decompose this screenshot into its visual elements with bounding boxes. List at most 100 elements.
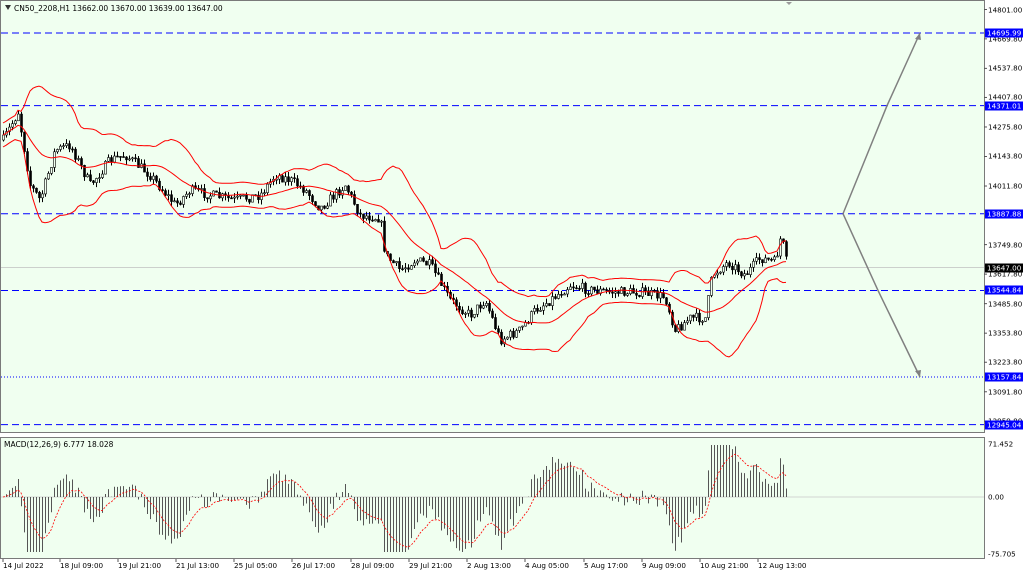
candle-body xyxy=(428,259,431,266)
candle-body xyxy=(44,178,47,195)
symbol-title: CN50_2208,H1 13662.00 13670.00 13639.00 … xyxy=(5,4,223,13)
candle-body xyxy=(257,194,260,200)
candle-body xyxy=(776,255,779,258)
candle-body xyxy=(551,296,554,306)
projection-down xyxy=(842,213,921,378)
candle-body xyxy=(83,165,86,178)
candle-body xyxy=(617,291,620,294)
candle-body xyxy=(545,303,548,307)
candle-body xyxy=(92,180,95,183)
candle-body xyxy=(35,187,38,193)
candle-body xyxy=(104,161,107,175)
candle-body xyxy=(11,123,14,128)
candle-body xyxy=(164,190,167,196)
candle-body xyxy=(686,320,689,323)
candle-body xyxy=(230,197,233,200)
candle-body xyxy=(395,261,398,264)
candle-body xyxy=(293,177,296,180)
candle-body xyxy=(203,188,206,198)
candle-body xyxy=(74,148,77,160)
candle-body xyxy=(59,145,62,150)
candle-body xyxy=(689,314,692,322)
candle-body xyxy=(350,191,353,195)
dropdown-triangle-icon[interactable] xyxy=(5,5,11,10)
time-axis-label: 21 Jul 13:00 xyxy=(176,561,220,570)
candle-body xyxy=(731,265,734,271)
candle-body xyxy=(353,194,356,205)
candle-body xyxy=(692,314,695,318)
candle-body xyxy=(569,286,572,290)
candle-body xyxy=(746,273,749,275)
candle-body xyxy=(530,311,533,324)
price-axis-label: 14407.80 xyxy=(988,92,1023,102)
candle-body xyxy=(761,259,764,264)
candle-body xyxy=(710,277,713,296)
candle-body xyxy=(773,256,776,260)
candle-body xyxy=(335,189,338,200)
candle-body xyxy=(383,220,386,252)
candle-body xyxy=(122,156,125,158)
candle-body xyxy=(284,176,287,183)
candle-body xyxy=(263,192,266,194)
candle-body xyxy=(374,219,377,222)
candle-body xyxy=(695,312,698,318)
candle-body xyxy=(149,176,152,180)
candle-body xyxy=(323,205,326,209)
candle-body xyxy=(302,185,305,193)
candle-body xyxy=(296,178,299,187)
candle-body xyxy=(722,266,725,273)
candle-body xyxy=(605,289,608,291)
candle-body xyxy=(725,262,728,267)
price-axis-label: 14275.80 xyxy=(988,122,1023,132)
candle-body xyxy=(461,309,464,315)
candle-body xyxy=(581,282,584,289)
candle-body xyxy=(20,113,23,133)
candle-body xyxy=(347,185,350,193)
candle-body xyxy=(698,312,701,323)
candle-body xyxy=(338,189,341,196)
candle-body xyxy=(233,196,236,199)
candle-body xyxy=(50,167,53,174)
candle-body xyxy=(422,257,425,262)
candle-body xyxy=(179,202,182,205)
price-chart-pane[interactable] xyxy=(0,0,985,433)
level-price-label: 14371.01 xyxy=(985,101,1024,111)
candle-body xyxy=(236,195,239,198)
candle-body xyxy=(128,158,131,161)
candle-body xyxy=(566,289,569,295)
level-price-label: 12945.04 xyxy=(985,420,1024,430)
candle-body xyxy=(245,194,248,200)
candle-body xyxy=(356,203,359,214)
candle-body xyxy=(758,257,761,260)
candle-body xyxy=(23,131,26,152)
candle-body xyxy=(458,305,461,311)
candle-body xyxy=(239,194,242,197)
candle-body xyxy=(119,156,122,158)
candle-body xyxy=(740,271,743,277)
candle-body xyxy=(131,157,134,160)
candle-body xyxy=(488,302,491,312)
candle-body xyxy=(137,158,140,168)
symbol-info: CN50_2208,H1 13662.00 13670.00 13639.00 … xyxy=(14,4,223,13)
candle-body xyxy=(152,175,155,180)
candle-body xyxy=(143,163,146,173)
candle-body xyxy=(572,286,575,289)
candle-body xyxy=(557,294,560,299)
candle-body xyxy=(32,185,35,189)
candle-body xyxy=(431,259,434,265)
candle-body xyxy=(134,157,137,160)
candle-body xyxy=(518,326,521,331)
candle-body xyxy=(62,145,65,147)
candle-body xyxy=(251,194,254,203)
candle-body xyxy=(86,174,89,178)
candle-body xyxy=(341,190,344,196)
candle-body xyxy=(659,292,662,299)
candle-body xyxy=(638,294,641,297)
band-lower xyxy=(2,139,787,358)
candle-body xyxy=(707,295,710,318)
candle-body xyxy=(107,157,110,162)
price-axis-label: 14801.00 xyxy=(988,5,1023,14)
candle-body xyxy=(785,241,788,257)
time-axis-label: 12 Aug 13:00 xyxy=(758,561,807,570)
